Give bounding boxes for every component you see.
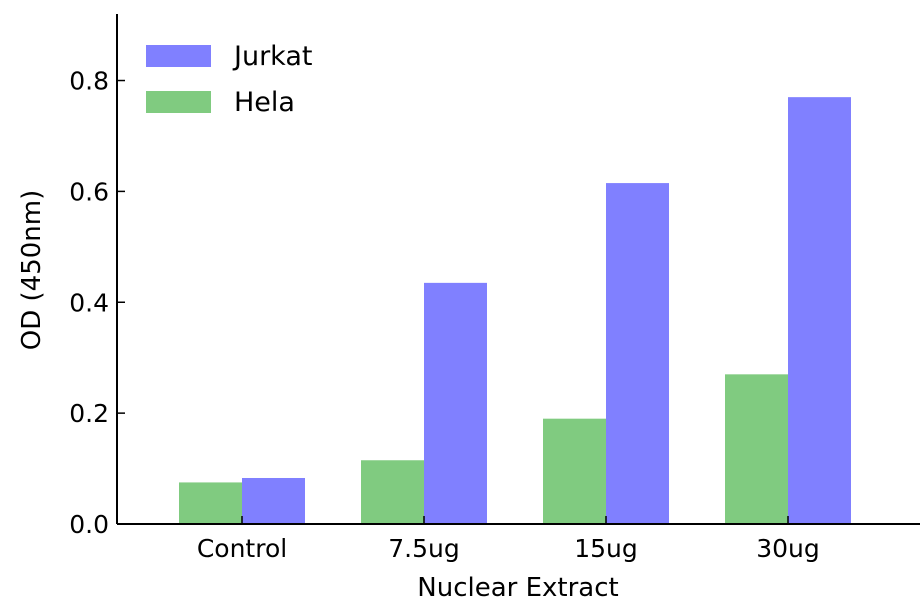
x-tick-label: 15ug (574, 534, 638, 563)
x-tick-label: 30ug (756, 534, 820, 563)
legend-label-hela: Hela (234, 87, 295, 118)
bar-hela-0 (179, 482, 242, 524)
bar-hela-1 (361, 460, 424, 524)
y-tick-label: 0.6 (69, 177, 109, 206)
legend: Jurkat Hela (146, 41, 312, 118)
y-tick-label: 0.8 (69, 67, 109, 96)
bar-hela-2 (543, 418, 606, 524)
bar-hela-3 (725, 374, 788, 524)
y-tick-label: 0.0 (69, 510, 109, 539)
y-axis-title: OD (450nm) (17, 190, 47, 350)
legend-label-jurkat: Jurkat (232, 41, 312, 72)
x-tick-label: 7.5ug (388, 534, 459, 563)
legend-swatch-jurkat (146, 45, 211, 67)
y-axis-ticks: 0.0 0.2 0.4 0.6 0.8 (69, 67, 125, 539)
y-tick-label: 0.4 (69, 288, 109, 317)
legend-swatch-hela (146, 91, 211, 113)
y-tick-label: 0.2 (69, 399, 109, 428)
bar-jurkat-1 (424, 282, 487, 524)
x-tick-label: Control (197, 534, 287, 563)
x-axis-title: Nuclear Extract (417, 573, 618, 600)
bar-jurkat-3 (788, 97, 851, 525)
bars (179, 97, 851, 525)
bar-jurkat-2 (606, 183, 669, 524)
bar-jurkat-0 (242, 477, 305, 524)
x-axis-ticks: Control 7.5ug 15ug 30ug (197, 516, 820, 563)
